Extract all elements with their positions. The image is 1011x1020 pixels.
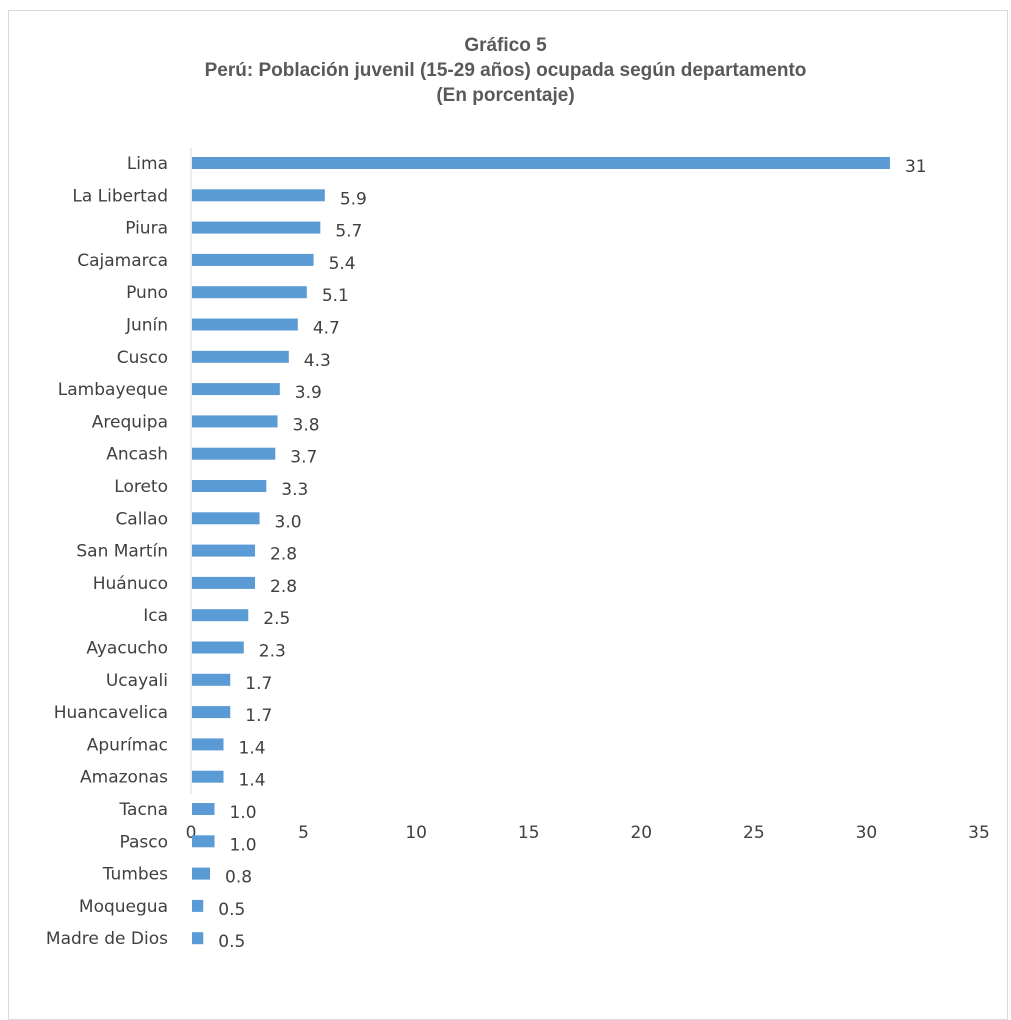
axis-layer: 0 5 10 15 20 25 30 35 bbox=[186, 148, 990, 843]
value-label: 1.7 bbox=[245, 674, 272, 694]
value-label: 1.0 bbox=[230, 835, 257, 855]
x-tick-label: 15 bbox=[518, 823, 540, 843]
category-label: Tumbes bbox=[102, 865, 168, 885]
value-label: 3.7 bbox=[290, 448, 317, 468]
chart-subtitle-units: (En porcentaje) bbox=[436, 85, 575, 106]
value-label: 4.7 bbox=[313, 319, 340, 339]
value-label: 3.0 bbox=[275, 512, 302, 532]
value-label: 31 bbox=[905, 157, 927, 177]
x-tick-label: 10 bbox=[405, 823, 427, 843]
bar bbox=[192, 189, 325, 202]
category-label: Cusco bbox=[117, 348, 168, 368]
bar bbox=[192, 512, 260, 525]
x-tick-label: 0 bbox=[186, 823, 197, 843]
value-label: 2.8 bbox=[270, 545, 297, 565]
category-label: Piura bbox=[125, 219, 168, 239]
category-label: Madre de Dios bbox=[46, 929, 168, 949]
bar bbox=[192, 221, 321, 234]
x-tick-label: 20 bbox=[630, 823, 652, 843]
bar bbox=[192, 544, 256, 557]
bar bbox=[192, 383, 280, 396]
bar bbox=[192, 706, 231, 719]
x-tick-label: 25 bbox=[743, 823, 765, 843]
chart-frame bbox=[8, 10, 1008, 1020]
value-label: 1.4 bbox=[239, 738, 266, 758]
value-label: 4.3 bbox=[304, 351, 331, 371]
chart-title-block: Gráfico 5 Perú: Población juvenil (15-29… bbox=[0, 33, 1011, 108]
bar bbox=[192, 480, 267, 492]
value-label: 1.7 bbox=[245, 706, 272, 726]
chart-subtitle: Perú: Población juvenil (15-29 años) ocu… bbox=[204, 60, 807, 81]
bar bbox=[192, 415, 278, 428]
bar bbox=[192, 318, 298, 331]
value-label: 0.5 bbox=[218, 900, 245, 920]
category-label: Tacna bbox=[118, 800, 168, 820]
bar bbox=[192, 350, 289, 363]
bar bbox=[192, 673, 231, 686]
category-label: Huánuco bbox=[93, 574, 168, 594]
category-label: Ancash bbox=[106, 445, 168, 465]
bars-layer bbox=[192, 157, 890, 945]
category-label: Ayacucho bbox=[86, 639, 168, 659]
value-label: 1.0 bbox=[230, 803, 257, 823]
bar bbox=[192, 867, 211, 880]
bar bbox=[192, 157, 890, 169]
bar bbox=[192, 447, 276, 460]
x-tick-label: 5 bbox=[298, 823, 309, 843]
value-label: 0.8 bbox=[225, 868, 252, 888]
bar bbox=[192, 738, 224, 751]
value-label: 5.7 bbox=[335, 222, 362, 242]
bar bbox=[192, 609, 249, 622]
value-label: 5.1 bbox=[322, 286, 349, 306]
category-label: Arequipa bbox=[92, 412, 168, 432]
value-label: 3.3 bbox=[281, 480, 308, 500]
labels-layer: Lima 31 La Libertad 5.9 Piura 5.7 Cajamarca 5.4… bbox=[46, 154, 927, 952]
category-label: Amazonas bbox=[80, 768, 168, 788]
x-tick-label: 30 bbox=[856, 823, 878, 843]
category-label: Junín bbox=[125, 316, 168, 336]
category-label: La Libertad bbox=[72, 186, 168, 206]
bar bbox=[192, 286, 307, 299]
value-label: 0.5 bbox=[218, 932, 245, 952]
value-label: 2.5 bbox=[263, 609, 290, 629]
category-label: Callao bbox=[115, 509, 168, 529]
category-label: San Martín bbox=[76, 542, 168, 562]
value-label: 2.8 bbox=[270, 577, 297, 597]
value-label: 3.9 bbox=[295, 383, 322, 403]
bar bbox=[192, 641, 244, 654]
value-label: 1.4 bbox=[239, 771, 266, 791]
bar bbox=[192, 835, 215, 848]
category-label: Lima bbox=[127, 154, 168, 174]
bar bbox=[192, 253, 314, 266]
bar bbox=[192, 803, 215, 815]
category-label: Cajamarca bbox=[77, 251, 168, 271]
value-label: 3.8 bbox=[293, 415, 320, 435]
bar bbox=[192, 770, 224, 783]
category-label: Loreto bbox=[114, 477, 168, 497]
category-label: Moquegua bbox=[79, 897, 168, 917]
category-label: Puno bbox=[126, 283, 168, 303]
category-label: Apurímac bbox=[87, 735, 168, 755]
value-label: 2.3 bbox=[259, 642, 286, 662]
bar bbox=[192, 899, 204, 912]
bar bbox=[192, 576, 256, 589]
category-label: Ica bbox=[143, 606, 168, 626]
category-label: Huancavelica bbox=[54, 703, 168, 723]
x-tick-label: 35 bbox=[968, 823, 990, 843]
bar bbox=[192, 932, 204, 945]
category-label: Lambayeque bbox=[58, 380, 168, 400]
chart-title: Gráfico 5 bbox=[464, 35, 547, 56]
category-label: Ucayali bbox=[106, 671, 168, 691]
category-label: Pasco bbox=[119, 832, 168, 852]
value-label: 5.9 bbox=[340, 189, 367, 209]
value-label: 5.4 bbox=[329, 254, 356, 274]
